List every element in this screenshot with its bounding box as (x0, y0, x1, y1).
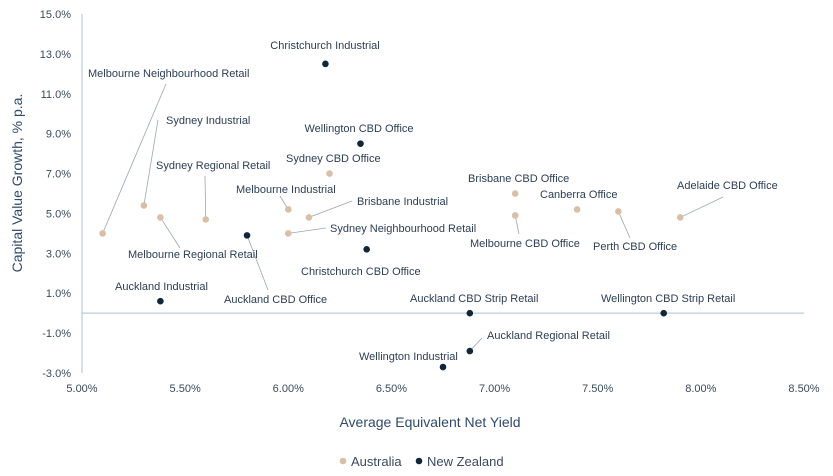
y-tick-label: 15.0% (40, 9, 71, 21)
label-sydney-cbd-office: Sydney CBD Office (286, 153, 381, 165)
y-tick-label: 3.0% (46, 248, 71, 260)
label-sydney-neighbourhood-retail: Sydney Neighbourhood Retail (330, 223, 476, 235)
x-tick-label: 6.50% (376, 383, 407, 395)
y-tick-label: 5.0% (46, 208, 71, 220)
leader-sydney-regional-retail (204, 175, 207, 220)
point-wellington-cbd-office (357, 140, 364, 147)
leader-adelaide-cbd-office (680, 196, 724, 218)
data-points (99, 60, 684, 371)
x-tick-label: 5.50% (170, 383, 201, 395)
legend: Australia New Zealand (339, 454, 504, 469)
label-melbourne-cbd-office: Melbourne CBD Office (470, 238, 580, 250)
label-melbourne-industrial: Melbourne Industrial (236, 184, 336, 196)
point-wellington-industrial (439, 363, 447, 371)
point-sydney-regional-retail (202, 216, 210, 223)
point-christchurch-cbd-office (363, 246, 370, 253)
x-tick-label: 5.00% (66, 383, 97, 395)
y-tick-label: 11.0% (41, 89, 72, 101)
y-tick-label: 7.0% (46, 169, 71, 181)
label-adelaide-cbd-office: Adelaide CBD Office (677, 180, 778, 192)
point-melbourne-cbd-office (511, 212, 519, 219)
x-tick-label: 8.50% (788, 383, 819, 395)
leader-sydney-industrial (143, 119, 159, 206)
point-christchurch-industrial (322, 60, 329, 68)
x-tick-label: 6.00% (273, 383, 304, 395)
point-melbourne-neighbourhood-retail (99, 230, 106, 237)
label-brisbane-industrial: Brisbane Industrial (357, 196, 448, 208)
label-melbourne-neighbourhood-retail: Melbourne Neighbourhood Retail (88, 68, 249, 80)
label-canberra-office: Canberra Office (540, 189, 617, 201)
y-axis-title: Capital Value Growth, % p.a. (9, 94, 25, 273)
y-tick-label: 13.0% (40, 49, 71, 61)
x-axis-title: Average Equivalent Net Yield (339, 414, 520, 430)
point-sydney-cbd-office (326, 170, 333, 177)
legend-marker-australia (339, 457, 347, 465)
point-sydney-neighbourhood-retail (284, 230, 292, 237)
label-wellington-cbd-strip-retail: Wellington CBD Strip Retail (601, 293, 735, 305)
label-sydney-industrial: Sydney Industrial (166, 115, 250, 127)
legend-label-australia: Australia (351, 454, 402, 469)
point-adelaide-cbd-office (676, 214, 684, 221)
leader-melbourne-neighbourhood-retail (102, 83, 167, 234)
label-brisbane-cbd-office: Brisbane CBD Office (468, 173, 569, 185)
point-labels: Melbourne Neighbourhood Retail Sydney Ind… (88, 40, 778, 363)
y-tick-label: -3.0% (42, 368, 71, 380)
y-axis-ticks: -3.0% -1.0% 1.0% 3.0% 5.0% 7.0% 9.0% 11.0% 13.0%… (40, 9, 71, 380)
y-tick-label: 9.0% (46, 129, 71, 141)
leader-brisbane-industrial (308, 200, 353, 218)
point-sydney-industrial (140, 202, 148, 209)
point-auckland-cbd-office (243, 232, 251, 239)
x-tick-label: 8.00% (685, 383, 716, 395)
point-canberra-office (573, 206, 581, 213)
y-tick-label: 1.0% (46, 288, 71, 300)
label-auckland-industrial: Auckland Industrial (115, 281, 208, 293)
leader-perth-cbd-office (617, 211, 631, 239)
leader-melbourne-regional-retail (160, 217, 181, 249)
label-wellington-industrial: Wellington Industrial (359, 351, 458, 363)
point-perth-cbd-office (615, 208, 622, 215)
legend-label-new-zealand: New Zealand (427, 454, 504, 469)
x-axis-ticks: 5.00% 5.50% 6.00% 6.50% 7.00% 7.50% 8.00% 8.50% (66, 383, 819, 395)
label-wellington-cbd-office: Wellington CBD Office (304, 123, 413, 135)
leader-lines (102, 83, 724, 352)
x-tick-label: 7.00% (479, 383, 510, 395)
point-melbourne-industrial (284, 206, 292, 213)
label-perth-cbd-office: Perth CBD Office (593, 241, 677, 253)
label-melbourne-regional-retail: Melbourne Regional Retail (128, 249, 258, 261)
label-sydney-regional-retail: Sydney Regional Retail (156, 160, 270, 172)
label-auckland-cbd-office: Auckland CBD Office (224, 294, 327, 306)
leader-sydney-neighbourhood-retail (288, 227, 327, 234)
point-brisbane-cbd-office (511, 190, 519, 197)
point-auckland-cbd-strip-retail (466, 309, 474, 317)
y-tick-label: -1.0% (42, 328, 71, 340)
point-auckland-industrial (157, 297, 164, 305)
point-wellington-cbd-strip-retail (660, 309, 668, 317)
legend-marker-new-zealand (415, 457, 423, 465)
label-christchurch-industrial: Christchurch Industrial (270, 40, 379, 52)
label-auckland-cbd-strip-retail: Auckland CBD Strip Retail (410, 293, 538, 305)
label-christchurch-cbd-office: Christchurch CBD Office (301, 266, 421, 278)
leader-auckland-cbd-office (246, 235, 269, 291)
x-tick-label: 7.50% (582, 383, 613, 395)
label-auckland-regional-retail: Auckland Regional Retail (487, 330, 610, 342)
point-melbourne-regional-retail (157, 214, 164, 221)
point-auckland-regional-retail (466, 347, 474, 355)
point-brisbane-industrial (305, 214, 313, 221)
